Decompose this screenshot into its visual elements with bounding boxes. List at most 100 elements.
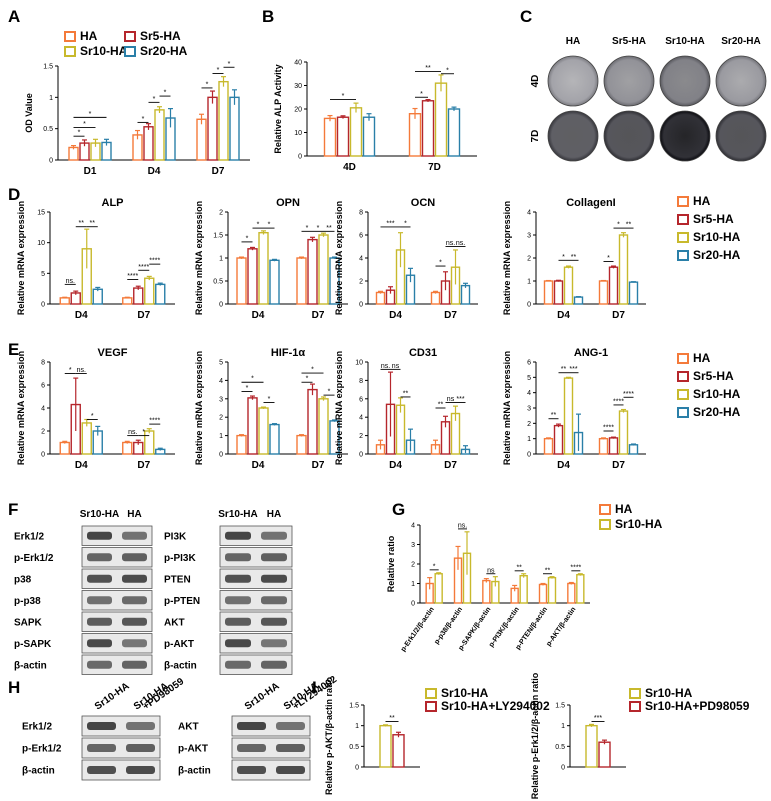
x-category-label: D4 bbox=[75, 460, 88, 471]
bar-HA-1 bbox=[122, 441, 133, 455]
bar-HA-5 bbox=[567, 582, 576, 604]
y-tick-label: 1 bbox=[561, 723, 565, 730]
blot-band bbox=[225, 660, 251, 669]
blot-band bbox=[122, 531, 147, 540]
bar-Sr20-HA-1 bbox=[628, 444, 639, 455]
plate-column-label: Sr10-HA bbox=[665, 36, 704, 47]
significance-label: * bbox=[257, 222, 260, 229]
significance-label: * bbox=[562, 254, 565, 261]
significance-label: ** bbox=[516, 564, 522, 571]
bar-HA-0 bbox=[375, 291, 386, 305]
x-category-label: p-p38/β-actin bbox=[433, 606, 464, 646]
blot-column-label: Sr10-HA bbox=[80, 509, 119, 520]
bar-HA-0 bbox=[323, 117, 337, 157]
blot-row-label: p38 bbox=[14, 574, 32, 585]
culture-plate bbox=[659, 110, 711, 162]
bar-Sr5-HA-1 bbox=[307, 388, 318, 455]
significance-label: * bbox=[439, 260, 442, 267]
bar-Sr5-HA-0 bbox=[247, 397, 258, 455]
y-tick-label: 4 bbox=[219, 378, 223, 385]
x-category-label: D7 bbox=[312, 310, 325, 321]
significance-label: * bbox=[69, 367, 72, 374]
blot-row-label: PI3K bbox=[164, 531, 187, 542]
y-tick-label: 0 bbox=[359, 452, 363, 459]
bar-HA-2 bbox=[196, 118, 207, 161]
bar-Sr5-HA-1 bbox=[307, 238, 318, 305]
bar-Sr5-HA-1 bbox=[608, 266, 619, 305]
blot-row-label: p-PI3K bbox=[164, 553, 196, 564]
legend-swatch bbox=[677, 232, 689, 243]
y-tick-label: 1 bbox=[355, 723, 359, 730]
blot-strip bbox=[219, 590, 293, 611]
blot-strip bbox=[81, 547, 153, 568]
blot-band bbox=[225, 596, 251, 605]
y-tick-label: 2 bbox=[527, 256, 531, 263]
blot-band bbox=[87, 660, 112, 669]
blot-column-label: Sr10-HA bbox=[243, 681, 282, 713]
plate-column-label: Sr5-HA bbox=[612, 36, 646, 47]
legend-swatch bbox=[677, 250, 689, 261]
plate-column-label: Sr20-HA bbox=[721, 36, 760, 47]
legend: HA Sr5-HA Sr10-HA Sr20-HA bbox=[677, 351, 741, 419]
blot-strip bbox=[81, 715, 161, 737]
y-tick-label: 0.5 bbox=[555, 744, 565, 751]
y-tick-label: 10 bbox=[37, 240, 45, 247]
bar-Sr10-HA-0 bbox=[563, 266, 574, 305]
blot-band bbox=[225, 531, 251, 540]
x-category-label: D4 bbox=[75, 310, 88, 321]
bar-Sr20-HA-1 bbox=[628, 281, 639, 305]
y-tick-label: 15 bbox=[37, 210, 45, 217]
y-tick-label: 2 bbox=[219, 210, 223, 217]
y-tick-label: 4 bbox=[527, 390, 531, 397]
bar-Sr10-HA-0 bbox=[379, 724, 392, 768]
significance-label: * bbox=[317, 225, 320, 232]
y-tick-label: 0 bbox=[41, 452, 45, 459]
y-tick-label: 2 bbox=[411, 562, 415, 569]
y-axis-label: Relative mRNA expression bbox=[334, 201, 344, 315]
blot-column-label: HA bbox=[127, 509, 141, 520]
blot-strip bbox=[81, 590, 153, 611]
y-tick-label: 0 bbox=[527, 452, 531, 459]
y-tick-label: 0 bbox=[219, 302, 223, 309]
chart-title: HIF-1α bbox=[271, 347, 306, 359]
culture-plate bbox=[659, 55, 711, 107]
culture-plate bbox=[603, 110, 655, 162]
bar-Sr20-HA-1 bbox=[460, 284, 471, 305]
blot-strip bbox=[81, 759, 161, 781]
bar-Sr20-HA-0 bbox=[92, 288, 103, 305]
significance-label: * bbox=[306, 376, 309, 383]
chart-D-CollagenI: 0 1 2 3 4 CollagenI Relative mRNA expression D4… bbox=[502, 197, 646, 321]
y-tick-label: 0 bbox=[561, 765, 565, 772]
y-tick-label: 8 bbox=[41, 360, 45, 367]
y-axis-label: Relative mRNA expression bbox=[334, 351, 344, 465]
plate-row-label: 4D bbox=[530, 75, 541, 88]
y-axis-label: Relative ratio bbox=[386, 535, 396, 592]
legend-label: Sr20-HA bbox=[693, 405, 741, 419]
blot-row-label: p-AKT bbox=[164, 639, 194, 650]
significance-label: ** bbox=[545, 567, 551, 574]
significance-label: * bbox=[91, 413, 94, 420]
chart-D-OPN: 0 0.5 1 1.5 2 OPN Relative mRNA expression D4 D7… bbox=[194, 197, 348, 321]
panel-letter-F: F bbox=[8, 500, 18, 519]
bar-HA-0 bbox=[236, 434, 247, 455]
blot-band bbox=[261, 639, 287, 648]
bar-Sr5-HA-1 bbox=[421, 100, 435, 157]
panel-letter-G: G bbox=[392, 500, 405, 519]
blot-band bbox=[261, 574, 287, 583]
bar-Sr20-HA-0 bbox=[269, 423, 280, 455]
blot-band bbox=[87, 617, 112, 626]
y-tick-label: 4 bbox=[411, 523, 415, 530]
significance-label: ns. bbox=[446, 240, 455, 247]
significance-label: * bbox=[142, 116, 145, 123]
significance-label: * bbox=[311, 367, 314, 374]
y-tick-label: 30 bbox=[294, 83, 302, 90]
chart-title: OCN bbox=[411, 197, 436, 209]
significance-label: * bbox=[342, 93, 345, 100]
y-tick-label: 3 bbox=[527, 406, 531, 413]
y-tick-label: 4 bbox=[527, 210, 531, 217]
blot-row-label: Erk1/2 bbox=[14, 531, 44, 542]
y-tick-label: 0.5 bbox=[213, 279, 223, 286]
y-tick-label: 4 bbox=[359, 256, 363, 263]
